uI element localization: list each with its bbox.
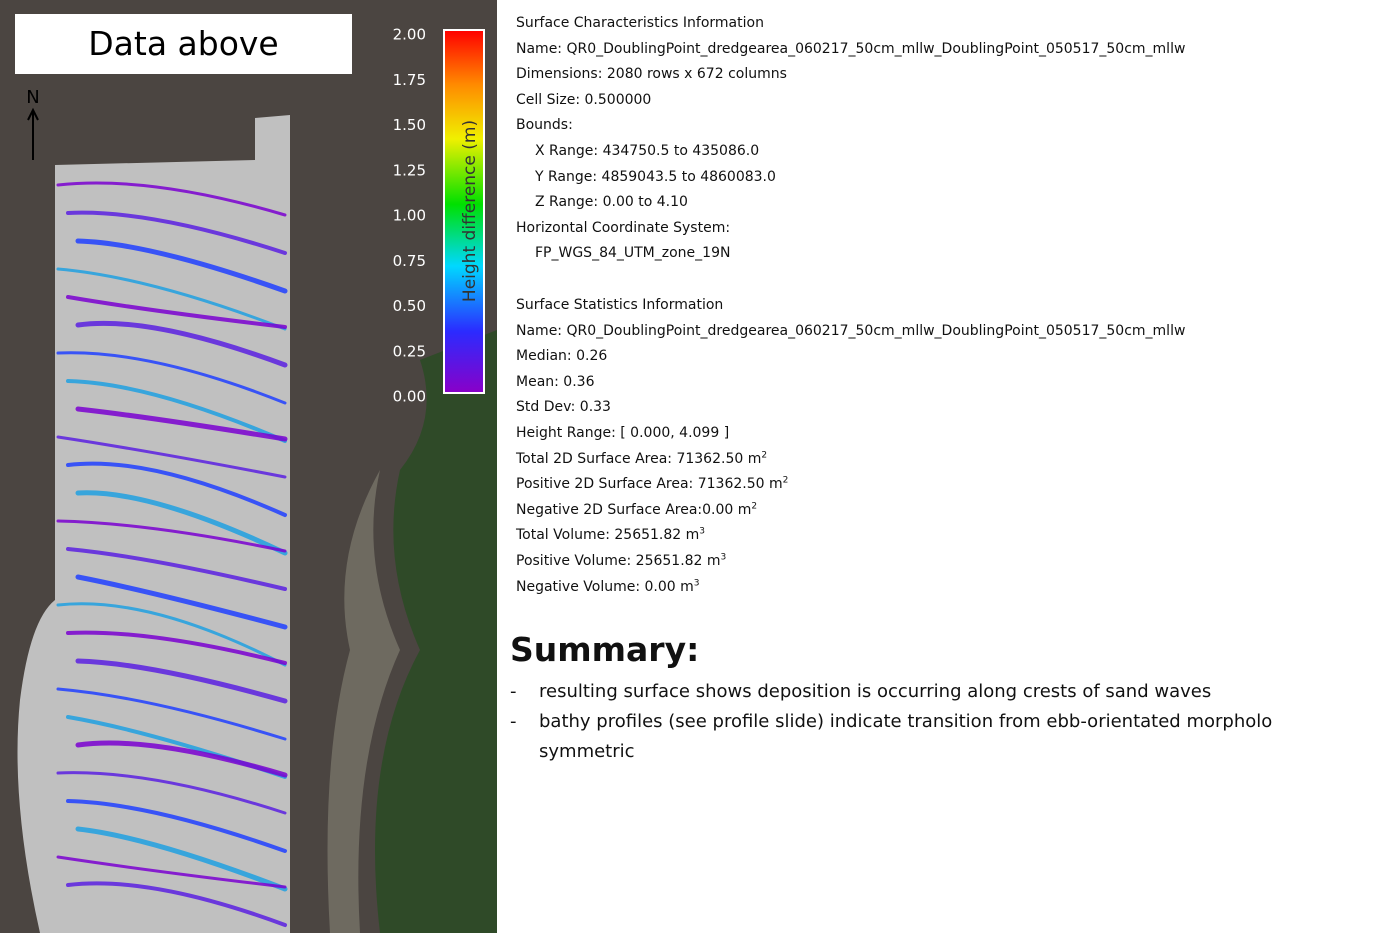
bullet: - — [510, 681, 517, 702]
info-line: Y Range: 4859043.5 to 4860083.0 — [535, 168, 776, 186]
stat-line: Std Dev: 0.33 — [516, 398, 611, 416]
slide: Height difference (m) N 2.00 1.75 1.50 1.25… — [0, 0, 1375, 933]
colorbar-tick-label: 2.00 — [393, 26, 426, 44]
unit-exponent: 2 — [751, 501, 757, 511]
text: Total Volume: 25651.82 m — [516, 527, 699, 543]
unit-exponent: 2 — [761, 450, 767, 460]
info-line: X Range: 434750.5 to 435086.0 — [535, 142, 759, 160]
stat-line: Name: QR0_DoublingPoint_dredgearea_06021… — [516, 322, 1185, 340]
text: Positive Volume: 25651.82 m — [516, 553, 721, 569]
map-title: Data above — [15, 14, 352, 74]
colorbar-tick-label: 0.00 — [393, 388, 426, 406]
colorbar-tick-label: 1.00 — [393, 207, 426, 225]
stat-line: Total Volume: 25651.82 m3 — [516, 526, 705, 544]
colorbar-tick-label: 1.50 — [393, 116, 426, 134]
stat-line: Positive 2D Surface Area: 71362.50 m2 — [516, 475, 788, 493]
colorbar-tick-label: 1.75 — [393, 71, 426, 89]
info-line: Cell Size: 0.500000 — [516, 91, 651, 109]
stat-line: Mean: 0.36 — [516, 373, 594, 391]
colorbar-tick-label: 0.75 — [393, 252, 426, 270]
stat-line: Surface Statistics Information — [516, 296, 723, 314]
unit-exponent: 3 — [694, 578, 700, 588]
unit-exponent: 3 — [699, 527, 705, 537]
bullet: - — [510, 711, 517, 732]
text: Negative Volume: 0.00 m — [516, 579, 694, 595]
info-line: FP_WGS_84_UTM_zone_19N — [535, 244, 730, 262]
stat-line: Positive Volume: 25651.82 m3 — [516, 552, 726, 570]
text: Negative 2D Surface Area:0.00 m — [516, 502, 751, 518]
summary-item: symmetric — [539, 741, 635, 762]
map: Height difference (m) N 2.00 1.75 1.50 1.25… — [0, 0, 497, 933]
text: Positive 2D Surface Area: 71362.50 m — [516, 476, 783, 492]
info-line: Dimensions: 2080 rows x 672 columns — [516, 65, 787, 83]
stat-line: Median: 0.26 — [516, 347, 607, 365]
info-line: Name: QR0_DoublingPoint_dredgearea_06021… — [516, 40, 1185, 58]
unit-exponent: 3 — [721, 552, 727, 562]
info-line: Z Range: 0.00 to 4.10 — [535, 193, 688, 211]
stat-line: Total 2D Surface Area: 71362.50 m2 — [516, 450, 767, 468]
info-line: Surface Characteristics Information — [516, 14, 764, 32]
text: Total 2D Surface Area: 71362.50 m — [516, 451, 761, 467]
summary-heading: Summary: — [510, 630, 699, 669]
colorbar-label: Height difference (m) — [460, 120, 480, 302]
summary-item: bathy profiles (see profile slide) indic… — [539, 711, 1272, 732]
summary-item: resulting surface shows deposition is oc… — [539, 681, 1211, 702]
unit-exponent: 2 — [783, 476, 789, 486]
colorbar-tick-label: 0.25 — [393, 342, 426, 360]
info-line: Horizontal Coordinate System: — [516, 219, 730, 237]
colorbar-tick-label: 1.25 — [393, 161, 426, 179]
colorbar-tick-label: 0.50 — [393, 297, 426, 315]
stat-line: Height Range: [ 0.000, 4.099 ] — [516, 424, 729, 442]
stat-line: Negative Volume: 0.00 m3 — [516, 578, 700, 596]
stat-line: Negative 2D Surface Area:0.00 m2 — [516, 501, 757, 519]
info-line: Bounds: — [516, 116, 573, 134]
north-label: N — [26, 87, 39, 108]
survey-surface — [18, 115, 291, 933]
